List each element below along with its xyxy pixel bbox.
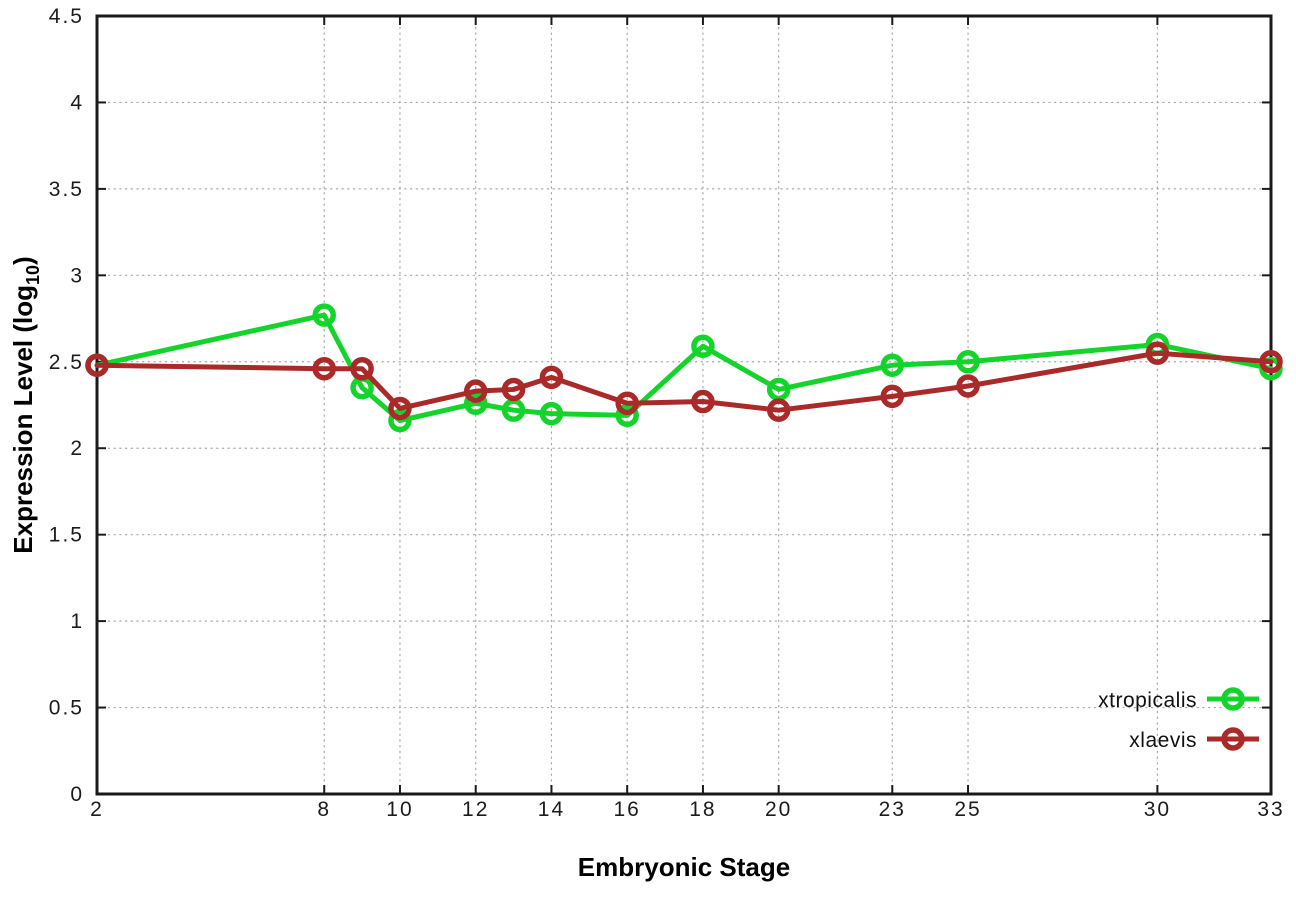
- y-tick-label: 3.5: [49, 178, 84, 201]
- data-point-xlaevis: [85, 353, 109, 377]
- x-tick-label: 8: [317, 798, 331, 821]
- y-tick-label: 4.5: [49, 5, 84, 28]
- data-point-xtropicalis: [539, 401, 564, 426]
- x-tick-label: 10: [386, 798, 413, 821]
- x-tick-label: 16: [614, 798, 641, 821]
- data-point-xlaevis: [1259, 350, 1283, 374]
- axis-ticks: [96, 15, 1272, 795]
- legend-item-xtropicalis: xtropicalis: [1098, 687, 1259, 712]
- legend-label-xtropicalis: xtropicalis: [1098, 689, 1197, 712]
- legend: xtropicalis xlaevis: [1098, 687, 1259, 752]
- y-tick-label: 3: [70, 264, 84, 287]
- data-point-xtropicalis: [312, 303, 336, 327]
- legend-marker-xtropicalis: [1221, 687, 1245, 711]
- legend-label-xlaevis: xlaevis: [1129, 729, 1197, 752]
- x-axis-label: Embryonic Stage: [578, 852, 790, 882]
- data-point-xlaevis: [350, 356, 374, 381]
- data-point-xlaevis: [880, 384, 905, 409]
- x-tick-label: 25: [954, 798, 981, 821]
- x-tick-label: 33: [1257, 798, 1284, 821]
- x-tick-labels: 2 8 10 12 14 16 18 20 23 25 30 33: [90, 798, 1284, 821]
- data-point-xlaevis: [1145, 341, 1170, 365]
- data-point-xlaevis: [956, 374, 980, 398]
- data-point-xlaevis: [388, 396, 412, 421]
- plot-border: [95, 14, 1273, 796]
- data-point-xtropicalis: [691, 334, 715, 358]
- x-tick-label: 12: [462, 798, 489, 821]
- data-point-xtropicalis: [388, 408, 412, 433]
- x-tick-label: 18: [689, 798, 716, 821]
- data-point-xlaevis: [312, 356, 336, 381]
- data-point-xtropicalis: [956, 350, 980, 374]
- data-point-xtropicalis: [615, 403, 639, 428]
- y-tick-label: 4: [70, 91, 84, 114]
- x-tick-label: 14: [538, 798, 565, 821]
- x-tick-label: 23: [879, 798, 906, 821]
- data-point-xtropicalis: [463, 391, 488, 416]
- y-tick-label: 2: [70, 437, 84, 460]
- y-tick-label: 1: [70, 610, 84, 633]
- x-tick-label: 2: [90, 798, 104, 821]
- data-point-xlaevis: [501, 377, 526, 402]
- data-point-xlaevis: [766, 398, 791, 422]
- y-tick-labels: 0 0.5 1 1.5 2 2.5 3 3.5 4 4.5: [49, 5, 84, 806]
- x-tick-label: 20: [765, 798, 792, 821]
- y-tick-label: 2.5: [49, 351, 84, 374]
- gridlines: [96, 15, 1272, 795]
- data-point-xlaevis: [615, 391, 639, 416]
- data-point-xlaevis: [463, 379, 488, 403]
- data-point-xlaevis: [539, 365, 564, 390]
- legend-item-xlaevis: xlaevis: [1129, 727, 1259, 752]
- data-point-xtropicalis: [880, 353, 905, 377]
- legend-marker-xlaevis: [1221, 727, 1245, 751]
- data-point-xlaevis: [691, 389, 715, 414]
- y-tick-label: 1.5: [49, 524, 84, 547]
- data-series: [85, 303, 1283, 433]
- x-tick-label: 30: [1144, 798, 1171, 821]
- y-axis-label: Expression Level (log10): [8, 256, 43, 553]
- y-tick-label: 0: [70, 783, 84, 806]
- y-tick-label: 0.5: [49, 697, 84, 720]
